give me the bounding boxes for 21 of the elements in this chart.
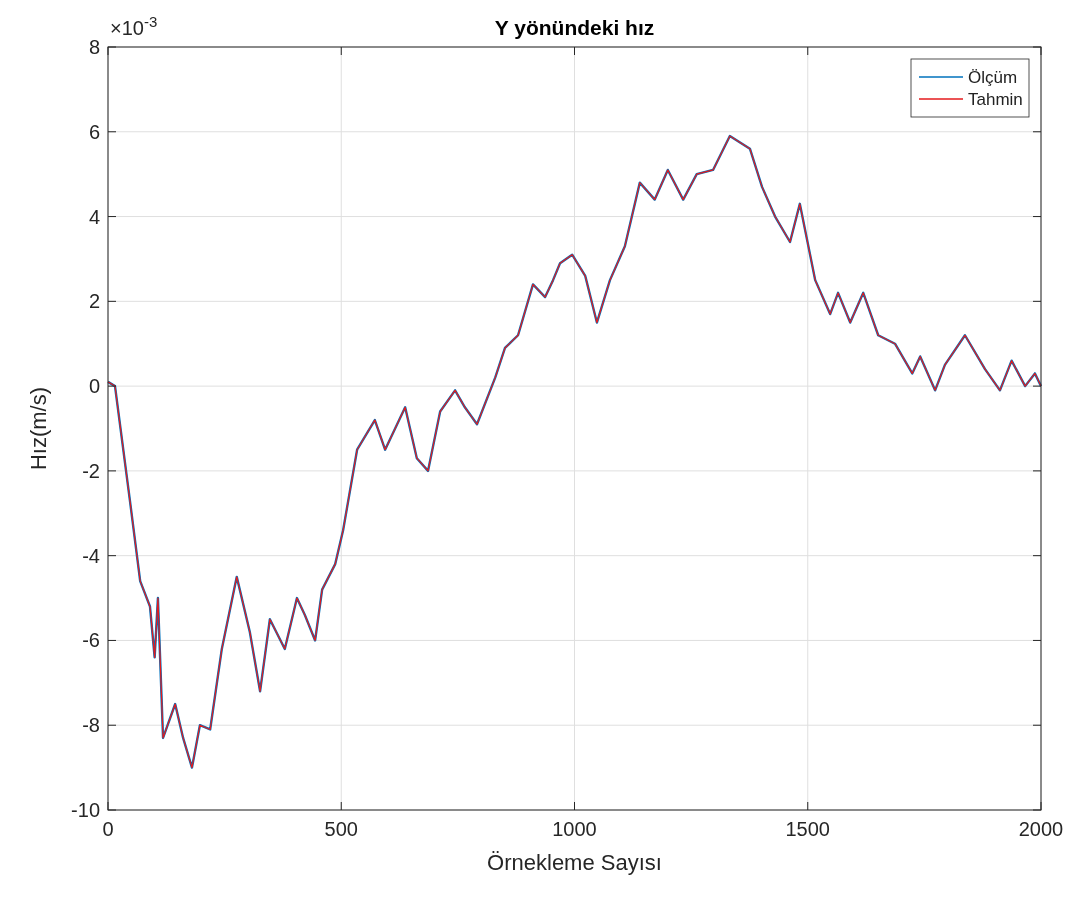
y-tick-label: 0 [88,375,100,398]
x-tick-label: 500 [324,818,358,840]
y-tick-label: 6 [88,120,100,143]
y-tick-label: -8 [82,714,100,737]
y-axis-title: Hız(m/s) [26,386,51,471]
x-tick-label: 1000 [552,818,597,840]
y-tick-label: 8 [88,36,100,58]
x-axis-title: Örnekleme Sayısı [487,850,662,875]
legend-label: Ölçüm [968,68,1018,87]
x-tick-label: 2000 [1018,818,1064,840]
y-tick-label: 2 [88,290,100,313]
chart-title: Y yönündeki hız [494,16,655,39]
y-tick-label: -6 [82,629,100,652]
y-tick-label: -4 [82,544,100,567]
x-tick-label: 1500 [785,818,830,840]
legend-label: Tahmin [968,90,1023,109]
text: ×10$^{-3}$ [110,12,158,39]
y-tick-label: -2 [82,459,100,482]
x-tick-label: 0 [102,818,114,840]
y-tick-label: -10 [71,799,100,821]
y-tick-label: 4 [88,205,100,228]
